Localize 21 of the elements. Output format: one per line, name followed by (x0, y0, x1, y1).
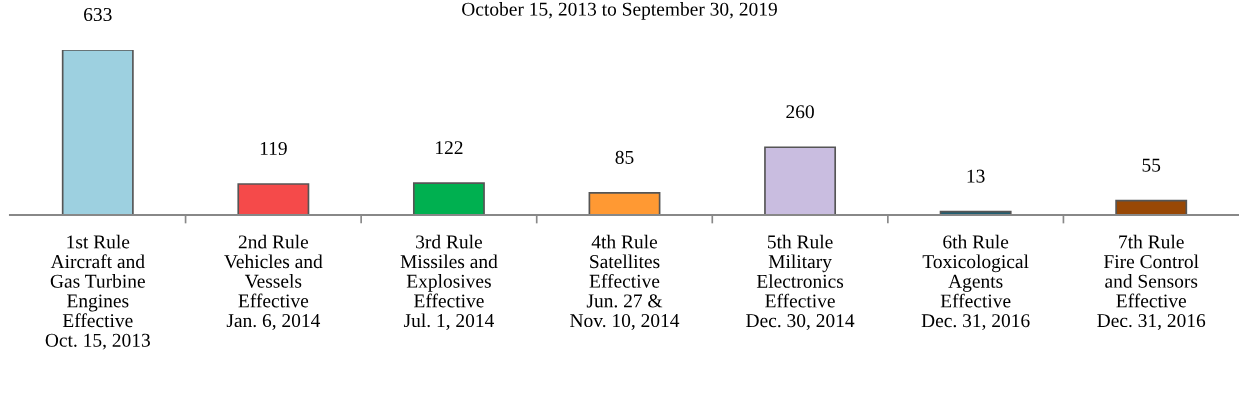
data-label: 13 (967, 169, 985, 183)
data-label: 260 (786, 105, 814, 119)
x-tick-label: 6th Rule Toxicological Agents Effective Dec. 31, 2016 (921, 234, 1030, 331)
x-tick-label: 5th Rule Military Electronics Effective Dec. 30, 2014 (746, 234, 855, 330)
data-label: 633 (84, 7, 112, 22)
data-label: 85 (615, 150, 634, 164)
bar (764, 146, 837, 215)
x-tick-label: 4th Rule Satellites Effective Jun. 27 & Nov. 10, 2014 (570, 234, 680, 330)
data-label: 119 (260, 141, 287, 156)
bar (61, 50, 134, 215)
data-label: 122 (436, 141, 463, 155)
bar (412, 182, 485, 215)
chart-title: October 15, 2013 to September 30, 2019 (462, 2, 777, 20)
x-tick-label: 2nd Rule Vehicles and Vessels Effective Jan. 6, 2014 (224, 234, 323, 330)
x-tick-label: 3rd Rule Missiles and Explosives Effective Jul. 1, 2014 (400, 234, 498, 330)
bar (588, 192, 661, 215)
bar (237, 183, 310, 215)
bar (1115, 199, 1188, 215)
x-tick-label: 7th Rule Fire Control and Sensors Effective Dec. 31, 2016 (1097, 234, 1206, 330)
x-tick-label: 1st Rule Aircraft and Gas Turbine Engines Effective Oct. 15, 2013 (45, 234, 150, 350)
data-label: 55 (1142, 158, 1161, 172)
